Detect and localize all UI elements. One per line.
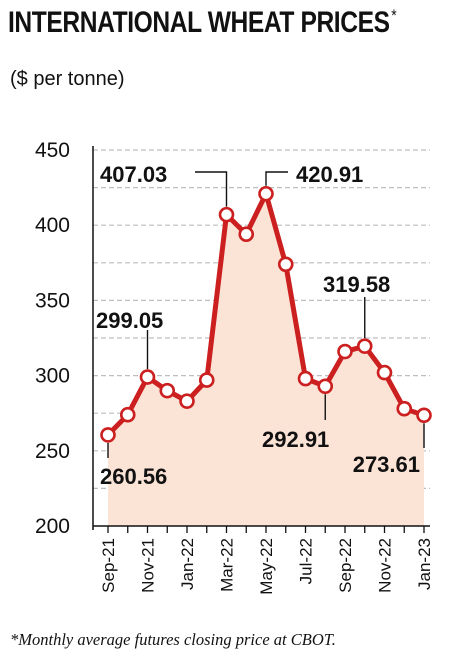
data-point-May-22 [258,185,274,202]
data-point-Dec-21 [159,382,176,399]
annotation-leader-420.91 [265,171,288,186]
data-point-Dec-22 [396,400,413,417]
data-labels: 260.56 299.05 407.03 420.91 292.91 319.58 273.… [96,162,420,489]
chart-title-text: INTERNATIONAL WHEAT PRICES [8,6,390,39]
x-axis-ticks: Sep-21 Nov-21 Jan-22 Mar-22 May-22 Jul-22 Sep-… [99,526,434,595]
data-point-Mar-22 [218,206,235,223]
annotation-leaders [107,171,425,458]
y-tick-label-450: 450 [35,139,70,162]
y-axis-ticks: 200 250 300 350 400 450 [35,139,70,538]
data-point-Apr-22 [238,226,255,243]
data-point-Jan-23 [416,407,432,424]
data-point-Sep-21 [100,427,116,443]
x-tick-label-Nov-22: Nov-22 [376,538,395,593]
data-point-Jul-22 [297,370,314,387]
data-label-319.58: 319.58 [323,272,390,297]
data-label-407.03: 407.03 [100,162,167,187]
data-point-Nov-22 [376,364,393,381]
x-tick-label-Nov-21: Nov-21 [139,538,158,593]
x-tick-label-Sep-21: Sep-21 [99,538,118,593]
data-label-292.91: 292.91 [262,427,329,452]
data-point-Oct-22 [356,338,373,354]
area-fill [108,193,424,527]
title-footnote-marker: * [391,6,397,25]
data-point-Aug-22 [317,378,334,395]
y-tick-label-300: 300 [35,365,70,388]
wheat-price-chart: 200 250 300 350 400 450 Sep-21 Nov-21 Jan-22 Mar… [35,139,434,595]
data-label-260.56: 260.56 [100,464,167,489]
data-point-Jan-22 [179,393,195,409]
data-point-Sep-22 [337,343,353,360]
data-point-Oct-21 [119,406,136,423]
x-tick-label-Jan-22: Jan-22 [178,538,197,590]
data-point-Feb-22 [198,372,215,388]
y-tick-label-350: 350 [35,289,70,312]
axes [92,146,430,530]
data-points [100,185,432,443]
y-tick-label-400: 400 [35,214,70,237]
x-tick-label-Jul-22: Jul-22 [297,538,316,584]
x-tick-label-Jan-23: Jan-23 [415,538,434,590]
chart-subtitle: ($ per tonne) [10,68,125,90]
annotation-leader-407.03 [195,171,228,207]
data-label-273.61: 273.61 [353,452,420,477]
x-tick-label-Mar-22: Mar-22 [218,538,237,592]
y-tick-label-200: 200 [35,515,70,538]
y-tick-label-250: 250 [35,440,70,463]
x-tick-label-May-22: May-22 [257,538,276,595]
chart-title: INTERNATIONAL WHEAT PRICES* [8,6,397,40]
data-label-420.91: 420.91 [296,162,363,187]
area-under-line [108,193,424,527]
data-point-Nov-21 [139,369,156,385]
x-tick-label-Sep-22: Sep-22 [336,538,355,593]
data-point-Jun-22 [277,256,294,273]
footnote: *Monthly average futures closing price a… [10,630,336,649]
data-label-299.05: 299.05 [96,308,163,333]
